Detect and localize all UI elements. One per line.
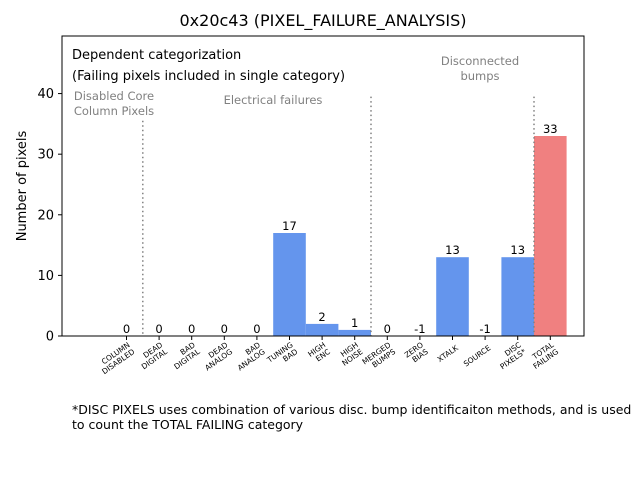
x-tick-label-1: DEADDIGITAL [135, 340, 170, 371]
bar-10 [436, 257, 469, 336]
bar-5 [273, 233, 306, 336]
y-tick-label-0: 0 [46, 330, 54, 345]
data-label-1: 0 [155, 322, 162, 336]
data-label-4: 0 [253, 322, 260, 336]
group-label-2-1: bumps [460, 69, 499, 83]
x-tick-label-line: XTALK [436, 343, 461, 364]
data-label-8: 0 [384, 322, 391, 336]
group-label-0-1: Column Pixels [74, 104, 154, 118]
annotation-line-1: (Failing pixels included in single categ… [72, 69, 345, 84]
x-tick-label-4: BADANALOG [231, 340, 267, 372]
plot-frame [61, 35, 585, 337]
data-label-11: -1 [479, 322, 490, 336]
data-label-10: 13 [445, 243, 460, 257]
x-tick-label-13: TOTALFAILING [527, 340, 561, 371]
x-tick-label-9: ZEROBIAS [403, 340, 430, 366]
data-labels-layer: 0 0 0 0 0 17 2 1 0 -1 13 -1 13 33 [123, 122, 558, 336]
x-tick-label-5: TUNINGBAD [265, 340, 300, 372]
data-label-6: 2 [318, 310, 325, 324]
footnote: *DISC PIXELS uses combination of various… [72, 402, 638, 432]
x-tick-label-12: DISCPIXELS* [494, 340, 528, 371]
bars-layer [273, 136, 567, 336]
data-label-12: 13 [510, 243, 525, 257]
footnote-line-2: to count the TOTAL FAILING category [72, 417, 304, 432]
x-tick-label-7: HIGHNOISE [336, 340, 365, 368]
x-tick-label-2: BADDIGITAL [168, 340, 203, 371]
bar-7 [338, 329, 371, 336]
y-tick-label-40: 40 [37, 87, 54, 102]
annotation-line-0: Dependent categorization [72, 48, 241, 63]
group-label-2-0: Disconnected [441, 54, 519, 68]
x-tick-label-0: COLUMNDISABLED [95, 340, 136, 376]
y-axis-label: Number of pixels [15, 130, 30, 241]
x-tick-label-3: DEADANALOG [198, 340, 234, 372]
x-tick-label-11: SOURCE [462, 343, 493, 368]
chart-title: 0x20c43 (PIXEL_FAILURE_ANALYSIS) [180, 11, 467, 31]
x-tick-label-6: HIGHENC [306, 340, 332, 365]
group-label-0-0: Disabled Core [74, 89, 154, 103]
bar-13 [534, 136, 567, 336]
group-label-1-0: Electrical failures [224, 93, 323, 107]
data-label-3: 0 [221, 322, 228, 336]
data-label-13: 33 [543, 122, 558, 136]
y-tick-label-10: 10 [37, 269, 54, 284]
data-label-9: -1 [414, 322, 425, 336]
separators-layer [142, 96, 535, 336]
data-label-7: 1 [351, 316, 358, 330]
x-tick-label-8: MERGEDBUMPS [360, 340, 397, 373]
data-label-5: 17 [282, 219, 297, 233]
y-tick-label-20: 20 [37, 208, 54, 223]
x-tick-label-line: SOURCE [462, 343, 493, 368]
y-tick-label-30: 30 [37, 148, 54, 163]
bar-12 [501, 257, 534, 336]
footnote-line-1: *DISC PIXELS uses combination of various… [72, 402, 632, 417]
bar-6 [305, 323, 339, 336]
data-label-0: 0 [123, 322, 130, 336]
annotations-layer: Dependent categorization (Failing pixels … [72, 48, 519, 118]
x-tick-label-10: XTALK [436, 343, 461, 364]
data-label-2: 0 [188, 322, 195, 336]
